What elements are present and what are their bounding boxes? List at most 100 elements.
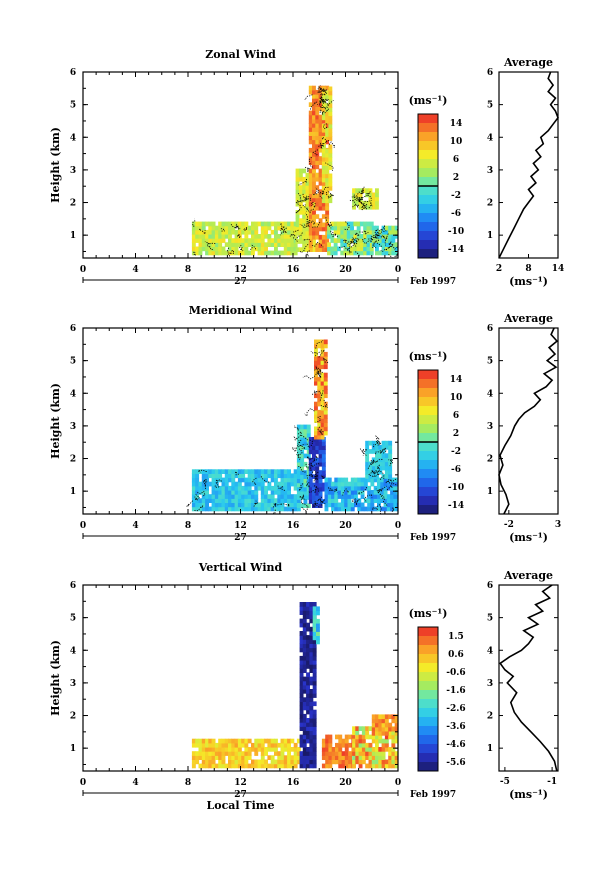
panel1-cell	[308, 85, 313, 91]
panel2-contour	[273, 509, 276, 514]
panel3-cell	[306, 705, 310, 711]
panel2-cell	[191, 469, 196, 474]
panel2-contour	[277, 485, 286, 491]
panel2-cell	[360, 502, 365, 508]
panel1-cell	[251, 250, 255, 256]
panel1-cell	[391, 238, 396, 243]
panel3-cell	[299, 676, 304, 682]
panel3-cell	[365, 747, 370, 752]
panel3-cell	[208, 738, 213, 744]
panel2-cell	[303, 432, 308, 438]
panel3-colorbar-segment	[418, 690, 438, 700]
panel1-cell	[337, 221, 341, 227]
panel1-cell	[312, 230, 316, 236]
panel2-date-label: Feb 1997	[410, 533, 456, 543]
panel1-cell	[295, 193, 300, 199]
panel3-colorbar-segment	[418, 744, 438, 754]
panel1-cell	[325, 190, 330, 195]
panel2-cell	[234, 506, 239, 512]
panel2-cell	[327, 481, 332, 487]
panel2-contour	[313, 469, 317, 482]
panel1-cell	[318, 156, 323, 161]
panel1-cell	[260, 229, 265, 235]
panel3-cell	[358, 763, 363, 769]
panel2-colorbar-segment	[418, 478, 438, 488]
panel2-cell	[320, 360, 325, 365]
panel1-ytick-label: 2	[70, 199, 76, 209]
panel1-cell	[328, 152, 333, 158]
panel1-cell	[353, 234, 358, 239]
panel1-cell	[318, 243, 323, 248]
panel1-colorbar-tick: -2	[451, 191, 461, 201]
panel1-cell	[191, 229, 196, 235]
panel1-cell	[369, 246, 374, 252]
panel3-cell	[306, 626, 310, 632]
panel2-cell	[228, 494, 232, 499]
panel2-cell	[357, 481, 362, 487]
panel2-cell	[323, 351, 328, 357]
panel2-cell	[321, 461, 326, 467]
panel2-cell	[308, 441, 313, 446]
panel2-cell	[347, 494, 352, 499]
panel2-cell	[314, 409, 318, 415]
panel2-cell	[375, 445, 379, 450]
panel1-cell	[305, 201, 310, 207]
panel3-cell	[241, 751, 246, 756]
panel1-cell	[328, 115, 333, 121]
panel1-cell	[384, 242, 389, 247]
panel2-cell	[317, 360, 322, 365]
panel3-profile-ytick-label: 2	[487, 712, 493, 722]
panel2-cell	[312, 486, 316, 492]
panel2-contour	[320, 474, 325, 479]
panel2-cell	[363, 481, 368, 487]
panel1-contour	[397, 250, 398, 252]
panel3-cell	[358, 755, 363, 760]
panel2-cell	[254, 473, 259, 479]
panel2-cell	[314, 426, 318, 432]
panel3-colorbar-tick: -3.6	[446, 722, 465, 732]
panel2-cell	[323, 389, 328, 394]
panel2-cell	[234, 481, 239, 487]
panel1-cell	[198, 242, 203, 247]
panel3-cell	[375, 755, 379, 760]
panel3-cell	[316, 631, 320, 636]
panel3-cell	[384, 742, 389, 748]
panel1-cell	[260, 246, 265, 252]
panel1-cell	[337, 246, 341, 252]
panel2-cell	[198, 481, 203, 487]
panel2-cell	[318, 457, 323, 463]
panel1-cell	[321, 115, 326, 121]
panel3-cell	[344, 755, 349, 760]
panel2-cell	[323, 339, 328, 345]
panel3-cell	[270, 759, 275, 765]
panel2-cell	[323, 385, 328, 390]
panel3-cell	[195, 738, 200, 744]
panel2-cell	[300, 424, 305, 430]
panel2-cell	[327, 477, 332, 483]
panel2-cell	[340, 481, 345, 487]
panel3-cell	[312, 606, 317, 612]
panel2-cell	[315, 457, 320, 463]
panel3-cell	[312, 610, 317, 616]
panel1-contour	[325, 98, 331, 105]
panel1-cell	[359, 246, 364, 252]
panel1-cell	[312, 185, 316, 190]
panel1-cell	[247, 250, 252, 256]
panel2-cell	[381, 465, 386, 471]
panel3-cell	[201, 742, 206, 748]
panel2-colorbar-segment	[418, 424, 438, 434]
panel2-cell	[381, 449, 386, 454]
panel3-title: Vertical Wind	[198, 561, 283, 574]
panel2-xtick-label: 20	[339, 521, 352, 531]
panel3-cell	[368, 734, 373, 740]
panel3-cell	[257, 742, 262, 748]
panel3-cell	[388, 747, 393, 752]
panel2-cell	[337, 502, 342, 508]
panel3-cell	[205, 755, 209, 760]
panel2-cell	[327, 502, 332, 508]
panel2-cell	[205, 490, 209, 495]
panel1-cell	[321, 131, 326, 136]
panel3-colorbar-tick: -0.6	[446, 668, 465, 678]
panel3-cell	[299, 689, 304, 694]
panel2-cell	[244, 469, 249, 474]
